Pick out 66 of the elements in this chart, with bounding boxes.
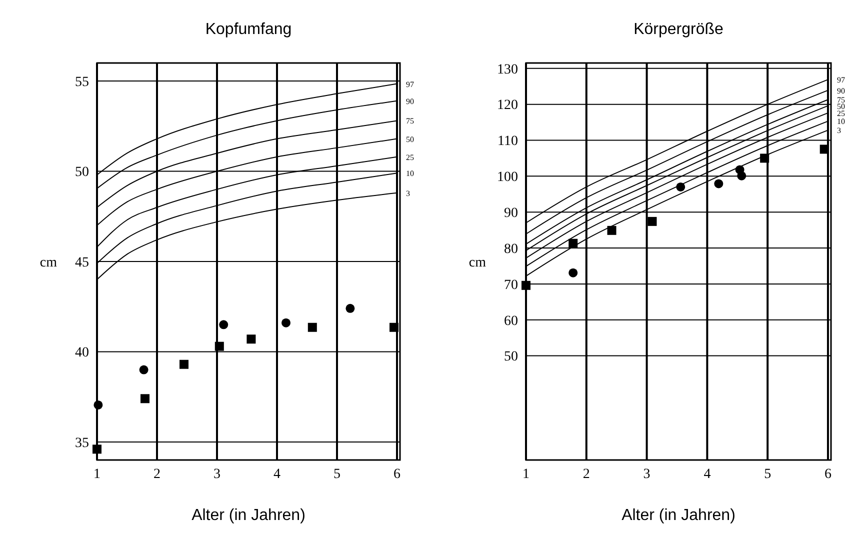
point	[676, 182, 686, 192]
y-tick-label: 40	[75, 346, 89, 361]
x-tick-label: 1	[522, 467, 530, 482]
x-tick-label: 4	[274, 467, 280, 482]
point	[607, 226, 616, 235]
y-tick-label: 35	[75, 436, 89, 451]
point	[282, 318, 290, 328]
point	[346, 304, 355, 313]
point	[760, 154, 770, 163]
x-tick-label: 1	[94, 467, 100, 482]
y-tick-label: 130	[497, 62, 518, 78]
x-tick-label: 2	[582, 467, 590, 482]
chart-title: Kopfumfang	[205, 21, 292, 38]
y-tick-label: 110	[498, 134, 518, 150]
point	[246, 334, 256, 344]
point	[214, 342, 224, 351]
x-tick-label: 6	[394, 467, 400, 482]
chart-title: Körpergröße	[634, 21, 724, 38]
y-tick-label: 60	[504, 314, 518, 329]
y-tick-label: 70	[504, 278, 518, 293]
series-label: 90	[837, 86, 845, 96]
series-label: 3	[837, 126, 841, 136]
y-tick-label: 50	[75, 165, 89, 180]
point	[390, 322, 398, 332]
x-axis-title: Alter (in Jahren)	[192, 507, 306, 524]
y-tick-label: 50	[504, 350, 518, 365]
point	[139, 365, 148, 374]
series-label: 50	[406, 134, 414, 144]
x-tick-label: 6	[824, 467, 832, 482]
point	[92, 444, 102, 454]
x-tick-label: 2	[154, 467, 160, 482]
y-axis-title: cm	[40, 255, 58, 270]
point	[522, 280, 530, 290]
y-tick-label: 120	[497, 98, 518, 114]
x-tick-label: 3	[643, 467, 650, 482]
point	[140, 394, 150, 404]
series-label: 10	[406, 169, 414, 178]
series-label: 3	[406, 188, 410, 198]
point	[820, 144, 829, 154]
point	[94, 400, 103, 410]
y-tick-label: 90	[504, 206, 518, 221]
x-tick-label: 3	[214, 467, 220, 482]
y-tick-label: 45	[75, 255, 89, 270]
series-label: 10	[837, 117, 845, 126]
series-label: 97	[406, 80, 414, 89]
series-label: 97	[837, 76, 845, 85]
series-label: 25	[406, 152, 414, 162]
x-tick-label: 5	[334, 467, 340, 482]
series-label: 75	[406, 116, 414, 126]
y-axis-title: cm	[468, 255, 486, 270]
y-tick-label: 80	[504, 242, 518, 257]
point	[568, 268, 578, 278]
x-axis-title: Alter (in Jahren)	[622, 507, 736, 524]
series-label: 25	[837, 108, 845, 118]
point	[180, 360, 188, 369]
point	[648, 216, 657, 226]
x-tick-label: 5	[764, 467, 772, 482]
x-tick-label: 4	[704, 467, 711, 482]
y-tick-label: 100	[497, 170, 518, 186]
point	[737, 171, 746, 180]
point	[714, 179, 724, 188]
point	[568, 238, 578, 248]
series-label: 90	[406, 96, 414, 106]
y-tick-label: 55	[75, 74, 89, 90]
point	[308, 322, 317, 332]
point	[219, 320, 228, 330]
